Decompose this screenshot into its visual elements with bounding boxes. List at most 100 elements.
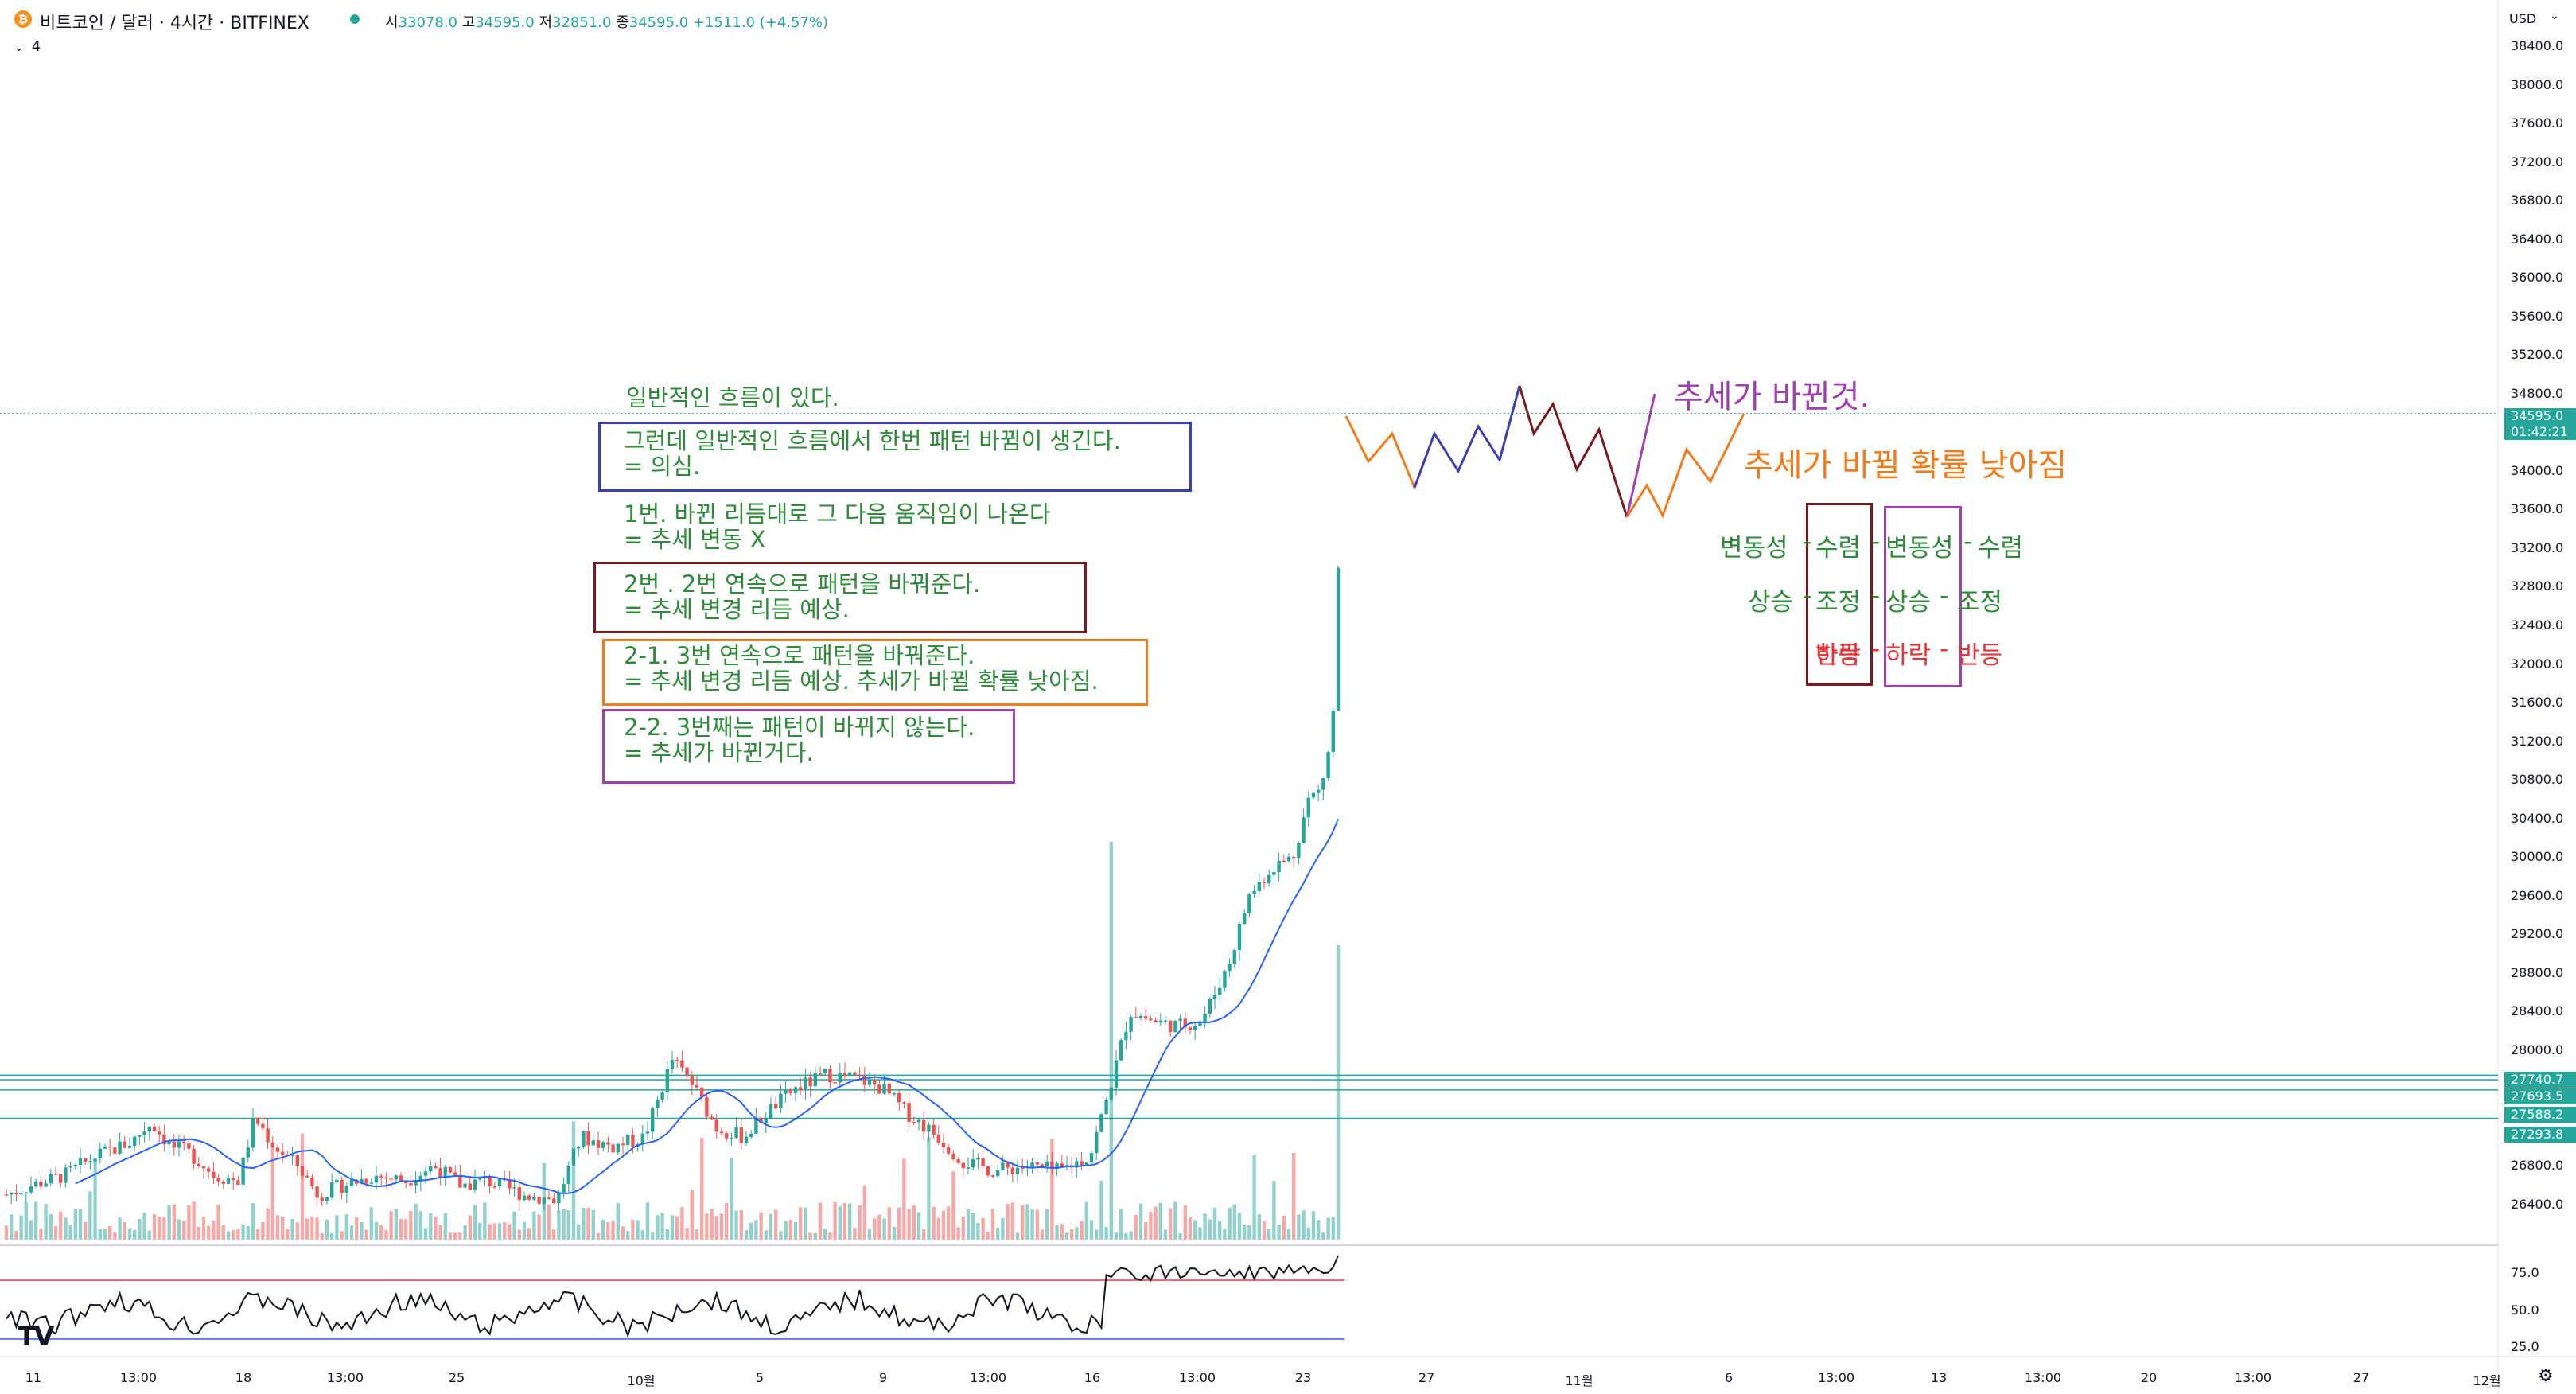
candle-body [64, 1167, 68, 1183]
volume-bar [714, 1216, 718, 1240]
candle-body [1169, 1020, 1173, 1033]
time-tick: 13:00 [969, 1370, 1007, 1385]
volume-bar [660, 1213, 664, 1240]
volume-bar [631, 1219, 635, 1240]
indicators-toggle[interactable]: ⌄ 4 [14, 38, 41, 55]
volume-bar [207, 1225, 211, 1240]
volume-bar [695, 1229, 699, 1240]
candle-body [290, 1155, 294, 1156]
volume-bar [1119, 1209, 1123, 1240]
volume-bar [113, 1232, 117, 1240]
candle-body [295, 1155, 299, 1166]
volume-bar [300, 1133, 305, 1240]
volume-bar [1173, 1201, 1177, 1240]
candle-body [335, 1179, 339, 1182]
candle-body [1317, 789, 1321, 793]
candle-body [818, 1073, 823, 1075]
volume-bar [1267, 1229, 1271, 1240]
candle-body [922, 1119, 926, 1132]
candle-body [971, 1159, 975, 1168]
volume-bar [1064, 1232, 1069, 1240]
candle-body [552, 1198, 556, 1204]
volume-bar [492, 1223, 496, 1240]
volume-bar [281, 1216, 285, 1240]
candle-body [281, 1151, 285, 1155]
volume-bar [947, 1206, 951, 1240]
volume-bar [710, 1209, 714, 1240]
volume-bar [1124, 1232, 1128, 1240]
candle-body [1015, 1167, 1020, 1174]
candle-body [1099, 1114, 1103, 1132]
volume-bar [488, 1224, 492, 1240]
volume-bar [394, 1209, 398, 1240]
candle-body [1232, 950, 1236, 964]
chevron-down-icon: ⌄ [14, 41, 24, 54]
pattern-word: - [1871, 635, 1881, 664]
candle-body [976, 1158, 980, 1160]
volume-bar [1252, 1155, 1256, 1240]
volume-bar [4, 1225, 9, 1240]
volume-bar [236, 1229, 240, 1240]
candle-body [488, 1176, 492, 1186]
candle-body [103, 1146, 107, 1149]
price-tick: 37600.0 [2511, 115, 2564, 131]
candle-body [162, 1134, 166, 1145]
volume-bar [557, 1210, 561, 1240]
candle-body [690, 1076, 694, 1085]
note-box-case-2-2 [602, 709, 1015, 784]
candle-body [78, 1158, 83, 1165]
volume-bar [1050, 1139, 1054, 1240]
candle-body [956, 1158, 960, 1163]
volume-bar [734, 1210, 738, 1240]
candle-body [542, 1197, 546, 1204]
currency-selector[interactable]: USD [2509, 11, 2537, 26]
volume-bar [1331, 1217, 1335, 1240]
candle-body [497, 1178, 502, 1187]
volume-bar [784, 1221, 788, 1240]
candle-body [1035, 1162, 1039, 1165]
candle-body [749, 1133, 753, 1137]
candle-body [867, 1079, 872, 1085]
candle-body [577, 1146, 581, 1149]
candle-body [1109, 1088, 1113, 1100]
volume-bar [1040, 1229, 1045, 1240]
settings-gear-icon[interactable]: ⚙ [2538, 1366, 2554, 1386]
chevron-down-icon[interactable]: ⌄ [2550, 10, 2559, 22]
candle-body [379, 1175, 383, 1178]
bitcoin-icon[interactable]: ₿ [14, 10, 32, 28]
volume-bar [823, 1228, 827, 1240]
candle-body [384, 1177, 388, 1179]
candle-body [764, 1119, 768, 1123]
volume-bar [1154, 1206, 1158, 1240]
volume-bar [1149, 1212, 1153, 1240]
volume-bar [700, 1137, 704, 1240]
pattern-word: 상승 [1748, 588, 1794, 617]
pattern-word: 조정 [1957, 588, 2003, 617]
candle-body [88, 1161, 92, 1162]
volume-bar [1317, 1220, 1321, 1240]
price-tick: 30800.0 [2511, 772, 2564, 788]
candle-body [571, 1148, 576, 1166]
candle-body [315, 1186, 319, 1198]
tradingview-logo-icon[interactable]: TV [18, 1321, 54, 1353]
candle-body [246, 1147, 250, 1158]
time-tick: 25 [448, 1370, 465, 1385]
pattern-word: - [1871, 528, 1881, 556]
volume-bar [1223, 1228, 1227, 1240]
candle-body [1134, 1017, 1138, 1018]
time-tick: 20 [2140, 1370, 2158, 1385]
candle-body [423, 1171, 428, 1176]
time-tick: 13:00 [1817, 1370, 1855, 1385]
candle-body [517, 1187, 521, 1201]
volume-bar [468, 1215, 472, 1240]
volume-bar [971, 1213, 975, 1240]
candle-body [266, 1128, 270, 1143]
volume-bar [330, 1232, 334, 1240]
symbol-title[interactable]: 비트코인 / 달러 · 4시간 · BITFINEX [40, 14, 309, 33]
volume-bar [1084, 1201, 1088, 1240]
volume-bar [1055, 1225, 1059, 1240]
volume-bar [670, 1215, 675, 1240]
volume-bar [1212, 1207, 1217, 1240]
volume-bar [103, 1228, 107, 1240]
